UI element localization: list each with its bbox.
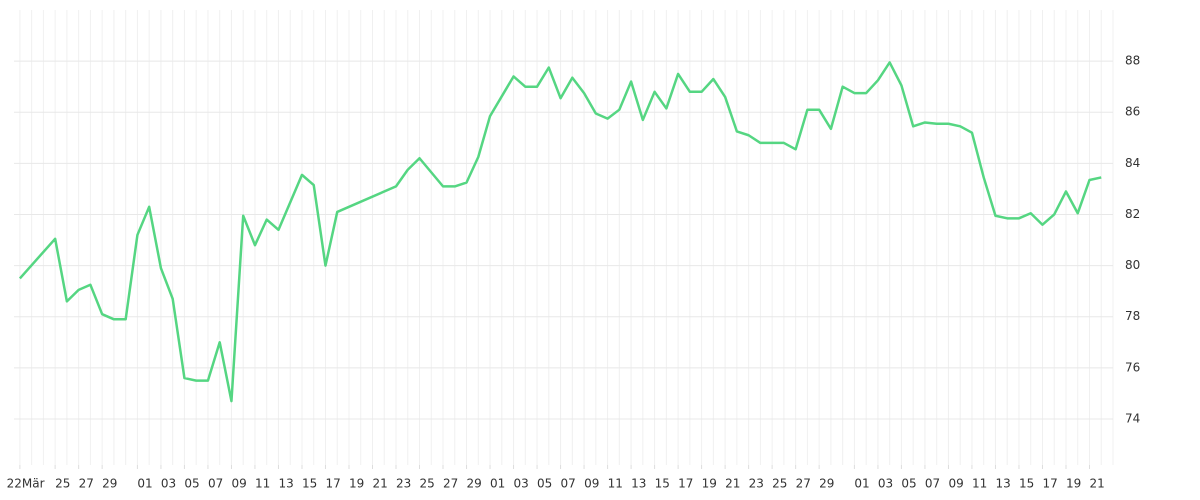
y-tick-label: 78 bbox=[1125, 309, 1140, 323]
x-tick-label: 17 bbox=[325, 477, 340, 491]
x-tick-label: 21 bbox=[1089, 477, 1104, 491]
x-tick-label: 09 bbox=[584, 477, 599, 491]
x-tick-label: 15 bbox=[1019, 477, 1034, 491]
y-tick-label: 82 bbox=[1125, 207, 1140, 221]
x-month-label: Mär bbox=[22, 477, 45, 491]
y-tick-label: 74 bbox=[1125, 411, 1140, 425]
x-tick-label: 21 bbox=[725, 477, 740, 491]
x-tick-label: 05 bbox=[537, 477, 552, 491]
x-tick-label: 01 bbox=[490, 477, 505, 491]
x-tick-label: 13 bbox=[995, 477, 1010, 491]
x-tick-label: 19 bbox=[1066, 477, 1081, 491]
x-tick-label: 13 bbox=[631, 477, 646, 491]
y-tick-label: 88 bbox=[1125, 54, 1140, 68]
x-tick-label: 07 bbox=[561, 477, 576, 491]
x-tick-label: 23 bbox=[396, 477, 411, 491]
x-tick-label: 29 bbox=[102, 477, 117, 491]
x-tick-label: 25 bbox=[55, 477, 70, 491]
x-tick-label: 25 bbox=[420, 477, 435, 491]
x-tick-label: 09 bbox=[948, 477, 963, 491]
x-tick-label: 15 bbox=[302, 477, 317, 491]
x-tick-label: 23 bbox=[749, 477, 764, 491]
x-tick-label: 27 bbox=[796, 477, 811, 491]
x-tick-label: 03 bbox=[878, 477, 893, 491]
x-tick-label: 29 bbox=[467, 477, 482, 491]
y-tick-label: 86 bbox=[1125, 105, 1140, 119]
x-tick-label: 01 bbox=[854, 477, 869, 491]
x-tick-label: 25 bbox=[772, 477, 787, 491]
x-tick-label: 19 bbox=[702, 477, 717, 491]
x-tick-label: 17 bbox=[678, 477, 693, 491]
series-line bbox=[18, 61, 1102, 403]
x-tick-label: 03 bbox=[161, 477, 176, 491]
x-tick-label: 07 bbox=[925, 477, 940, 491]
x-tick-label: 21 bbox=[372, 477, 387, 491]
x-tick-label: 05 bbox=[901, 477, 916, 491]
x-tick-label: 03 bbox=[514, 477, 529, 491]
y-tick-label: 76 bbox=[1125, 360, 1140, 374]
x-tick-label: 27 bbox=[443, 477, 458, 491]
x-tick-label: 13 bbox=[278, 477, 293, 491]
x-tick-label: 05 bbox=[184, 477, 199, 491]
x-tick-label: 11 bbox=[255, 477, 270, 491]
x-tick-label: 22 bbox=[7, 477, 22, 491]
x-tick-label: 01 bbox=[137, 477, 152, 491]
x-tick-label: 07 bbox=[208, 477, 223, 491]
y-tick-label: 80 bbox=[1125, 258, 1140, 272]
x-tick-label: 09 bbox=[231, 477, 246, 491]
x-tick-label: 17 bbox=[1042, 477, 1057, 491]
y-tick-label: 84 bbox=[1125, 156, 1140, 170]
x-tick-label: 27 bbox=[79, 477, 94, 491]
x-tick-label: 19 bbox=[349, 477, 364, 491]
x-tick-label: 11 bbox=[972, 477, 987, 491]
x-tick-label: 15 bbox=[655, 477, 670, 491]
x-tick-label: 29 bbox=[819, 477, 834, 491]
x-tick-label: 11 bbox=[608, 477, 623, 491]
